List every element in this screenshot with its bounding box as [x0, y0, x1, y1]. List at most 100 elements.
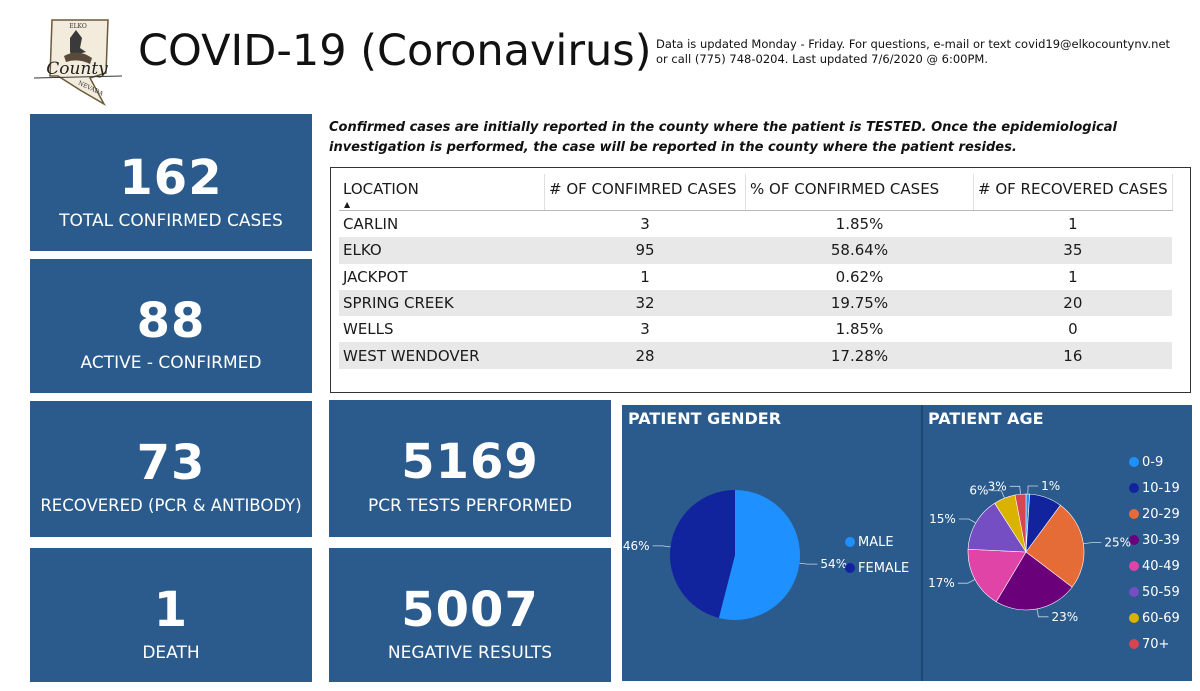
legend-label: 60-69	[1142, 611, 1180, 626]
legend-marker	[1129, 561, 1139, 571]
cell-recovered: 1	[1068, 267, 1078, 286]
legend-marker	[1129, 613, 1139, 623]
leader-line	[957, 579, 976, 584]
leader-line	[799, 562, 818, 565]
data-label: 23%	[1051, 610, 1078, 624]
cell-location: WELLS	[343, 320, 394, 339]
cell-location: JACKPOT	[343, 267, 408, 286]
update-info-line1: Data is updated Monday - Friday. For que…	[656, 37, 1171, 51]
legend-marker	[1129, 509, 1139, 519]
elko-county-logo: ELKO County NEVADA	[33, 19, 123, 106]
pie-slice-20-29	[1025, 504, 1085, 588]
table-row[interactable]: JACKPOT 1 0.62% 1	[339, 264, 1172, 290]
location-table: LOCATION ▲ # OF CONFIMRED CASES % OF CON…	[339, 174, 1173, 369]
column-header-recovered-count[interactable]: # OF RECOVERED CASES	[973, 174, 1173, 211]
column-header-confirmed-count[interactable]: # OF CONFIMRED CASES	[544, 174, 746, 211]
cell-confirmed: 1	[640, 267, 650, 286]
legend-marker	[1129, 483, 1139, 493]
legend-label: 50-59	[1142, 585, 1180, 600]
reporting-note: Confirmed cases are initially reported i…	[329, 118, 1189, 158]
data-label: 3%	[988, 479, 1007, 493]
page-title: COVID-19 (Coronavirus)	[138, 26, 652, 76]
leader-line	[1083, 542, 1102, 545]
data-label: 1%	[1041, 479, 1060, 493]
pie-slice-male	[718, 490, 800, 620]
cell-confirmed: 3	[640, 320, 650, 339]
chart-divider	[921, 405, 923, 681]
negative-results-card: 5007 NEGATIVE RESULTS	[329, 548, 611, 682]
data-label: 25%	[1104, 536, 1131, 550]
cell-recovered: 16	[973, 342, 1173, 369]
cell-recovered: 1	[1068, 215, 1078, 234]
cell-percent: 0.62%	[835, 267, 884, 286]
leader-line	[958, 518, 976, 524]
table-row[interactable]: WEST WENDOVER 28 17.28% 16	[339, 342, 1173, 369]
cell-percent: 1.85%	[835, 320, 884, 339]
death-card: 1 DEATH	[30, 548, 312, 682]
total-confirmed-value: 162	[119, 150, 223, 206]
negative-results-label: NEGATIVE RESULTS	[387, 643, 553, 663]
active-confirmed-value: 88	[136, 293, 206, 349]
cell-location: SPRING CREEK	[339, 289, 545, 317]
reporting-note-line1: Confirmed cases are initially reported i…	[329, 120, 1117, 135]
cell-confirmed: 28	[544, 342, 746, 369]
legend-marker	[1129, 587, 1139, 597]
update-info: Data is updated Monday - Friday. For que…	[656, 37, 1176, 67]
data-label: 46%	[623, 539, 650, 553]
legend-marker	[1129, 457, 1139, 467]
legend-label: 20-29	[1142, 507, 1180, 522]
column-header-location-label: LOCATION	[343, 180, 419, 198]
total-confirmed-label: TOTAL CONFIRMED CASES	[59, 211, 283, 231]
recovered-value: 73	[136, 435, 206, 491]
legend-label: 40-49	[1142, 559, 1180, 574]
data-label: 54%	[820, 557, 847, 571]
logo-text-top: ELKO	[69, 23, 87, 30]
table-row[interactable]: ELKO 95 58.64% 35	[339, 237, 1173, 264]
recovered-card: 73 RECOVERED (PCR & ANTIBODY)	[30, 401, 312, 537]
active-confirmed-label: ACTIVE - CONFIRMED	[80, 353, 262, 373]
leader-line	[652, 545, 671, 548]
data-label: 17%	[928, 576, 955, 590]
logo-text-main: County	[46, 59, 108, 79]
leader-line	[1027, 485, 1039, 495]
column-header-confirmed-percent[interactable]: % OF CONFIRMED CASES	[745, 174, 974, 211]
update-info-line2: or call (775) 748-0204. Last updated 7/6…	[656, 52, 988, 66]
cell-recovered: 35	[973, 237, 1173, 264]
cell-recovered: 20	[973, 289, 1173, 317]
pie-slice-40-49	[967, 548, 1027, 603]
cell-confirmed: 32	[544, 289, 746, 317]
legend-marker	[1129, 639, 1139, 649]
death-value: 1	[153, 582, 189, 638]
column-header-location[interactable]: LOCATION ▲	[339, 174, 545, 211]
legend-label: 0-9	[1142, 455, 1163, 470]
leader-line	[1009, 485, 1021, 495]
cell-percent: 1.85%	[835, 215, 884, 234]
legend-marker	[845, 563, 855, 573]
legend-label: 70+	[1142, 637, 1169, 652]
patient-gender-chart: 54% 46% MALE FEMALE	[623, 490, 909, 620]
patient-age-panel: PATIENT AGE 1% 25% 23% 17% 15% 6% 3% 0-9 10-19 20…	[922, 405, 1192, 681]
table-row[interactable]: WELLS 3 1.85% 0	[339, 316, 1172, 342]
cell-percent: 19.75%	[745, 289, 974, 317]
pcr-tests-card: 5169 PCR TESTS PERFORMED	[329, 400, 611, 537]
legend-label: 10-19	[1142, 481, 1180, 496]
table-row[interactable]: CARLIN 3 1.85% 1	[339, 211, 1172, 238]
patient-gender-title: PATIENT GENDER	[628, 409, 782, 428]
legend-label: 30-39	[1142, 533, 1180, 548]
data-label: 6%	[969, 484, 988, 498]
leader-line	[1036, 608, 1049, 618]
legend-label: MALE	[858, 535, 894, 550]
legend-marker	[845, 537, 855, 547]
cell-percent: 58.64%	[745, 237, 974, 264]
patient-gender-panel: PATIENT GENDER 54% 46% MALE FEMALE	[622, 405, 922, 681]
patient-age-title: PATIENT AGE	[928, 409, 1044, 428]
cell-recovered: 0	[1068, 320, 1078, 339]
cell-location: ELKO	[339, 237, 545, 264]
negative-results-value: 5007	[401, 582, 539, 638]
sort-ascending-icon: ▲	[344, 200, 351, 209]
recovered-label: RECOVERED (PCR & ANTIBODY)	[40, 496, 302, 515]
pcr-tests-value: 5169	[401, 434, 539, 490]
table-row[interactable]: SPRING CREEK 32 19.75% 20	[339, 289, 1173, 317]
reporting-note-line2: investigation is performed, the case wil…	[329, 140, 1017, 155]
pie-slice-female	[670, 490, 735, 618]
